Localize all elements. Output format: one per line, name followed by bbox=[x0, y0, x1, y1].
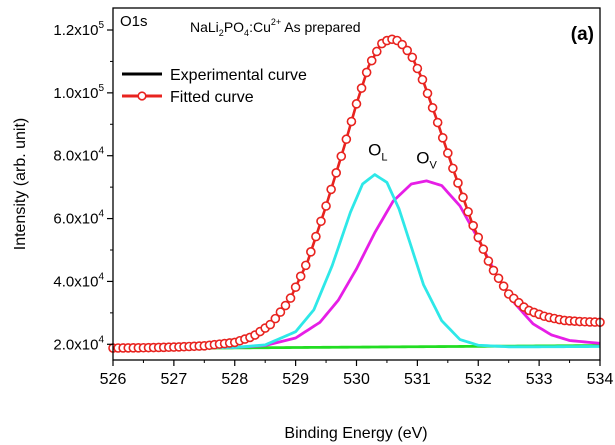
fitted-curve-point bbox=[478, 244, 489, 255]
peak-label-ov: OV bbox=[416, 149, 437, 172]
sample-base: NaLi bbox=[190, 19, 219, 35]
x-tick-label: 530 bbox=[343, 371, 370, 388]
fitted-curve-point bbox=[448, 163, 458, 174]
fitted-curve-point bbox=[371, 46, 382, 57]
fitted-curve-point bbox=[402, 45, 413, 56]
legend-fitted-marker bbox=[137, 91, 147, 101]
fitted-curve-point bbox=[361, 67, 372, 78]
legend: Experimental curve Fitted curve bbox=[122, 67, 307, 106]
x-tick-label: 527 bbox=[161, 371, 188, 388]
fitted-curve-point bbox=[417, 74, 428, 85]
fitted-curve-point bbox=[407, 52, 418, 63]
sample-tail: :Cu bbox=[249, 19, 271, 35]
fitted-curve-point bbox=[453, 178, 463, 188]
peak-label-ov-sub: V bbox=[429, 160, 437, 172]
core-level-label: O1s bbox=[120, 13, 148, 30]
x-tick-label: 526 bbox=[100, 371, 127, 388]
fitted-curve-point bbox=[422, 88, 433, 99]
peak-label-ol: OL bbox=[368, 141, 387, 164]
fitted-curve-point bbox=[331, 168, 342, 178]
fitted-curve-markers bbox=[108, 34, 605, 353]
sample-sup: 2+ bbox=[271, 17, 281, 27]
y-tick-label: 4.0x104 bbox=[53, 271, 104, 290]
fitted-curve-point bbox=[412, 63, 423, 74]
fitted-curve-point bbox=[366, 55, 377, 66]
fitted-curve-point bbox=[483, 256, 494, 266]
x-tick-label: 533 bbox=[526, 371, 553, 388]
peak-label-ol-main: O bbox=[368, 141, 381, 160]
fitted-curve-point bbox=[427, 102, 438, 113]
sample-mid: PO bbox=[224, 19, 244, 35]
y-tick-label: 2.0x104 bbox=[53, 334, 104, 353]
y-tick-label: 1.2x105 bbox=[53, 20, 104, 39]
fitted-curve-point bbox=[306, 247, 316, 257]
fitted-curve-point bbox=[280, 300, 291, 311]
fitted-curve-point bbox=[356, 83, 367, 93]
x-tick-label: 532 bbox=[465, 371, 492, 388]
fitted-curve-point bbox=[498, 281, 509, 291]
x-tick-label: 531 bbox=[404, 371, 431, 388]
sample-sub2: 4 bbox=[244, 28, 249, 38]
y-axis-title: Intensity (arb. unit) bbox=[12, 118, 29, 251]
sample-sub1: 2 bbox=[219, 28, 224, 38]
fitted-curve-point bbox=[336, 151, 347, 162]
fitted-curve-point bbox=[437, 133, 448, 143]
series-layer bbox=[108, 34, 605, 353]
fitted-curve-point bbox=[295, 271, 306, 282]
fitted-curve-point bbox=[300, 260, 311, 271]
fitted-curve-point bbox=[265, 319, 276, 330]
y-tick-label: 6.0x104 bbox=[53, 209, 104, 228]
peak-label-ol-sub: L bbox=[381, 152, 387, 164]
sample-label: NaLi2PO4:Cu2+ As prepared bbox=[190, 17, 361, 38]
legend-fitted-label: Fitted curve bbox=[170, 89, 254, 106]
fitted-curve-point bbox=[488, 265, 499, 276]
sample-suffix: As prepared bbox=[281, 19, 360, 35]
fitted-curve-point bbox=[326, 184, 336, 195]
fitted-curve-point bbox=[351, 99, 362, 109]
fitted-curve-point bbox=[397, 39, 407, 50]
x-tick-label: 528 bbox=[221, 371, 248, 388]
fitted-curve-point bbox=[463, 206, 473, 217]
peak-label-ov-main: O bbox=[416, 149, 429, 168]
fitted-curve-point bbox=[432, 117, 443, 128]
panel-label: (a) bbox=[571, 24, 594, 45]
fitted-curve-point bbox=[316, 216, 326, 227]
fitted-curve-point bbox=[341, 134, 352, 145]
legend-experimental-label: Experimental curve bbox=[170, 67, 307, 84]
fitted-curve-point bbox=[493, 273, 504, 284]
fitted-curve-point bbox=[443, 148, 453, 158]
fitted-curve-point bbox=[311, 231, 321, 242]
fitted-curve-point bbox=[290, 282, 301, 292]
y-tick-label: 1.0x105 bbox=[53, 83, 104, 102]
fitted-curve-point bbox=[346, 116, 357, 127]
x-tick-label: 534 bbox=[587, 371, 614, 388]
fitted-curve-point bbox=[473, 232, 484, 243]
y-tick-label: 8.0x104 bbox=[53, 146, 104, 165]
x-axis-title: Binding Energy (eV) bbox=[284, 425, 427, 442]
x-tick-label: 529 bbox=[282, 371, 309, 388]
fitted-curve-point bbox=[468, 220, 478, 231]
fitted-curve-point bbox=[275, 307, 286, 317]
fitted-curve-point bbox=[285, 293, 296, 303]
fitted-curve-point bbox=[321, 201, 331, 211]
fitted-curve-point bbox=[270, 313, 281, 324]
ticks-layer: 526 527 528 529 530 531 532 533 534 2.0x104 4.0x10… bbox=[53, 20, 613, 388]
fitted-curve-point bbox=[458, 192, 468, 203]
